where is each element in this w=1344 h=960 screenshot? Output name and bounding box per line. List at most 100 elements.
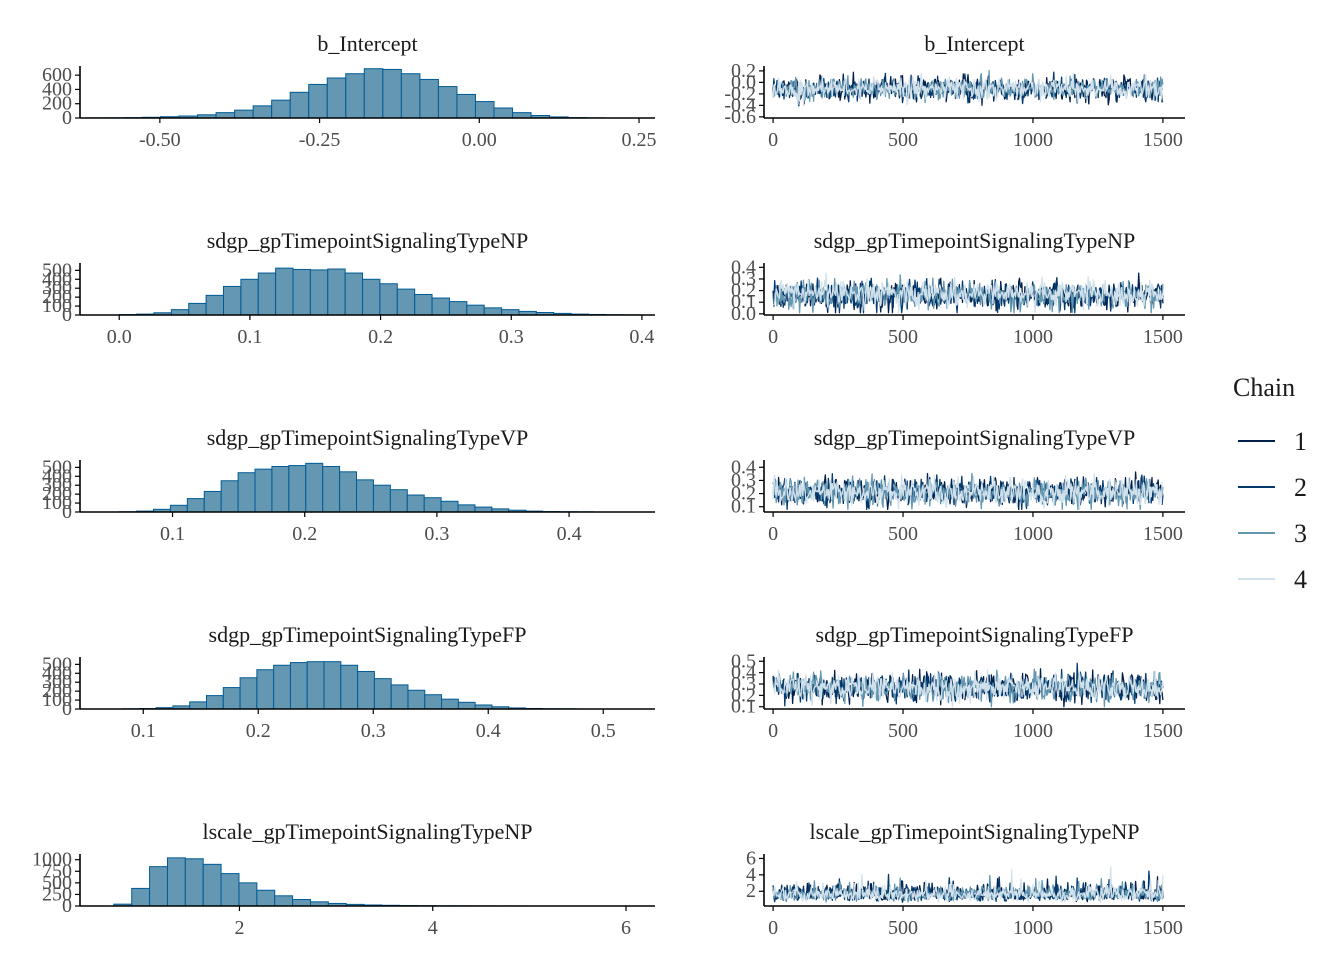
histogram-bar [169, 504, 188, 513]
histogram-bar [407, 689, 426, 710]
histogram-bar [206, 695, 224, 710]
x-tick-label: 4 [428, 917, 438, 939]
y-tick-label: 600 [42, 64, 72, 86]
histogram-bar [256, 669, 275, 710]
trace-panel-3: sdgp_gpTimepointSignalingTypeFP 0 500 1000 1… [731, 622, 1185, 742]
legend-item-chain-1: 1 [1238, 427, 1307, 456]
panel-grid: b_Intercept-0.50 -0.25 0.00 0.250200400600b… [32, 31, 1185, 939]
histogram-bar [306, 661, 325, 710]
x-tick-label: 0.1 [131, 720, 156, 742]
histogram-bar [322, 465, 341, 513]
legend-label: 2 [1294, 473, 1307, 502]
histogram-bar [406, 494, 425, 513]
y-tick-label: 0.2 [731, 280, 756, 302]
x-tick-label: 500 [888, 720, 918, 742]
y-tick-label: 500 [42, 872, 72, 894]
y-tick-label: 0 [62, 501, 72, 523]
x-tick-label: 0.3 [424, 523, 449, 545]
histogram-bar [356, 479, 374, 513]
y-tick-label: 0 [62, 304, 72, 326]
histogram-bar [339, 471, 358, 513]
x-tick-label: 0.4 [629, 326, 654, 348]
y-tick-label: 300 [42, 474, 72, 496]
x-tick-label: 500 [888, 523, 918, 545]
x-tick-label: 0 [768, 523, 778, 545]
legend-item-chain-3: 3 [1238, 519, 1307, 548]
y-tick-label: 0 [62, 107, 72, 129]
histogram-bar [288, 465, 307, 513]
y-tick-label: 0.4 [731, 456, 756, 478]
histogram-bar [271, 465, 290, 513]
histogram-bar [289, 91, 310, 119]
histogram-bar [275, 267, 294, 316]
histogram-bar [308, 83, 328, 119]
histogram-bar [382, 68, 402, 119]
histogram-bar [424, 694, 443, 710]
histogram-bar [289, 662, 308, 710]
histogram-bar [220, 480, 239, 513]
histogram-bar [202, 863, 222, 907]
x-tick-label: 1500 [1143, 720, 1183, 742]
y-tick-label: 750 [42, 860, 72, 882]
y-tick-label: 400 [42, 78, 72, 100]
histogram-bar [257, 272, 277, 316]
x-tick-label: 2 [234, 917, 244, 939]
histogram-bar [220, 873, 240, 907]
legend-label: 1 [1294, 427, 1307, 456]
x-tick-label: 1500 [1143, 326, 1183, 348]
histogram-bar [170, 309, 190, 316]
histogram-bar [390, 684, 409, 710]
histogram-bar [389, 489, 408, 513]
panel-title: sdgp_gpTimepointSignalingTypeFP [209, 622, 527, 647]
x-tick-label: 0.4 [476, 720, 501, 742]
x-tick-label: 1500 [1143, 523, 1183, 545]
histogram-bar [271, 99, 291, 119]
y-tick-label: 250 [42, 883, 72, 905]
histogram-bar [252, 105, 273, 119]
histogram-bars [119, 462, 594, 513]
histogram-bar [239, 677, 258, 710]
trace-lines [772, 272, 1164, 314]
trace-line-chain-4 [772, 669, 1164, 708]
y-tick-label: 0.2 [731, 60, 756, 82]
x-tick-label: 0.4 [557, 523, 582, 545]
legend-item-chain-2: 2 [1238, 473, 1307, 502]
y-tick-label: 0.4 [731, 662, 756, 684]
histogram-bar [493, 107, 514, 119]
y-tick-label: 2 [746, 880, 756, 902]
histogram-bars [122, 661, 577, 710]
y-tick-label: 4 [746, 864, 756, 886]
histogram-bar [188, 302, 207, 316]
histogram-bar [186, 498, 205, 513]
x-tick-label: 500 [888, 326, 918, 348]
x-tick-label: -0.25 [299, 129, 341, 151]
histogram-bar [373, 678, 392, 710]
histogram-bar [501, 309, 520, 316]
panel-title: sdgp_gpTimepointSignalingTypeVP [814, 425, 1136, 450]
histogram-bar [419, 78, 439, 119]
histogram-bar [345, 73, 365, 119]
x-tick-label: 0 [768, 917, 778, 939]
histogram-bar [372, 484, 391, 513]
y-tick-label: 0 [62, 698, 72, 720]
trace-panel-0: b_Intercept 0 500 1000 1500 -0.6-0.4-0.20.00.… [724, 31, 1185, 151]
y-tick-label: -0.4 [724, 94, 756, 116]
histogram-bar [512, 112, 532, 119]
y-tick-label: 0 [62, 895, 72, 917]
panel-title: b_Intercept [924, 31, 1024, 56]
histogram-bar [305, 462, 324, 513]
y-tick-label: 6 [746, 847, 756, 869]
histogram-bar [363, 68, 384, 119]
x-tick-label: 1500 [1143, 129, 1183, 151]
histogram-panel-3: sdgp_gpTimepointSignalingTypeFP 0.1 0.2 0.3… [42, 622, 655, 742]
histogram-bar [448, 301, 468, 316]
legend-items: 1 2 3 4 [1238, 427, 1307, 594]
x-tick-label: 0 [768, 720, 778, 742]
histogram-bar [441, 698, 459, 710]
y-tick-label: 0.0 [731, 71, 756, 93]
histogram-bar [357, 671, 375, 710]
y-tick-label: 300 [42, 277, 72, 299]
x-tick-label: 1500 [1143, 917, 1183, 939]
